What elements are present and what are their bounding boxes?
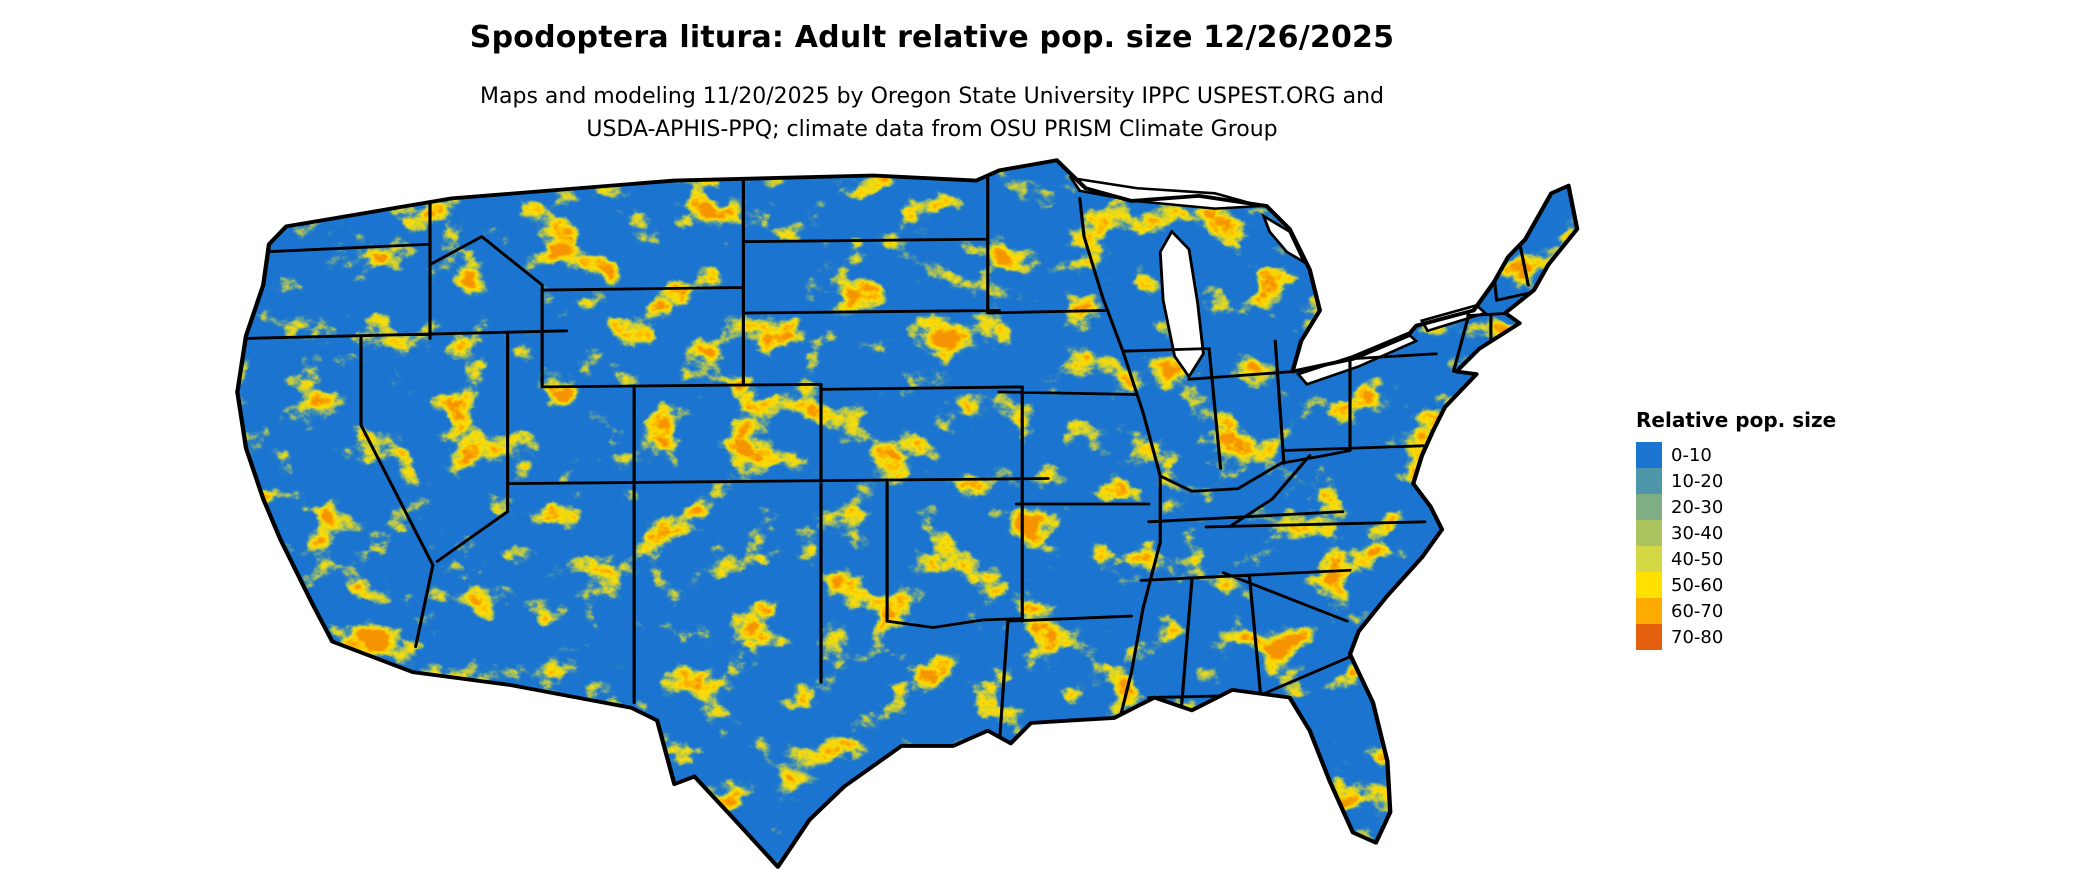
subtitle-line-1: Maps and modeling 11/20/2025 by Oregon S… [480, 84, 1384, 109]
legend-item: 20-30 [1636, 494, 1836, 520]
legend-item: 60-70 [1636, 598, 1836, 624]
legend-swatch [1636, 624, 1662, 650]
legend-swatch [1636, 598, 1662, 624]
legend-label: 50-60 [1671, 574, 1724, 596]
legend-swatch [1636, 520, 1662, 546]
legend-swatch [1636, 468, 1662, 494]
legend-label: 0-10 [1671, 444, 1712, 466]
legend-item: 10-20 [1636, 468, 1836, 494]
legend-item: 30-40 [1636, 520, 1836, 546]
legend-swatch [1636, 494, 1662, 520]
lake-michigan [1158, 229, 1205, 380]
legend: Relative pop. size 0-10 10-20 20-30 30-4… [1636, 408, 1836, 650]
population-raster-layer [237, 160, 1578, 867]
legend-label: 60-70 [1671, 600, 1724, 622]
lake-superior [1068, 176, 1262, 210]
legend-label: 20-30 [1671, 496, 1724, 518]
legend-label: 70-80 [1671, 626, 1724, 648]
legend-swatch [1636, 572, 1662, 598]
legend-item: 50-60 [1636, 572, 1836, 598]
legend-label: 10-20 [1671, 470, 1724, 492]
lake-huron [1261, 213, 1308, 266]
us-population-map [200, 122, 1580, 886]
legend-swatch [1636, 442, 1662, 468]
legend-item: 40-50 [1636, 546, 1836, 572]
state-borders [241, 176, 1533, 748]
legend-item: 70-80 [1636, 624, 1836, 650]
map-subtitle: Maps and modeling 11/20/2025 by Oregon S… [0, 80, 1864, 146]
legend-swatch [1636, 546, 1662, 572]
legend-item: 0-10 [1636, 442, 1836, 468]
legend-label: 30-40 [1671, 522, 1724, 544]
legend-title: Relative pop. size [1636, 408, 1837, 432]
subtitle-line-2: USDA-APHIS-PPQ; climate data from OSU PR… [586, 117, 1278, 142]
page-title: Spodoptera litura: Adult relative pop. s… [469, 20, 1395, 55]
legend-label: 40-50 [1671, 548, 1724, 570]
